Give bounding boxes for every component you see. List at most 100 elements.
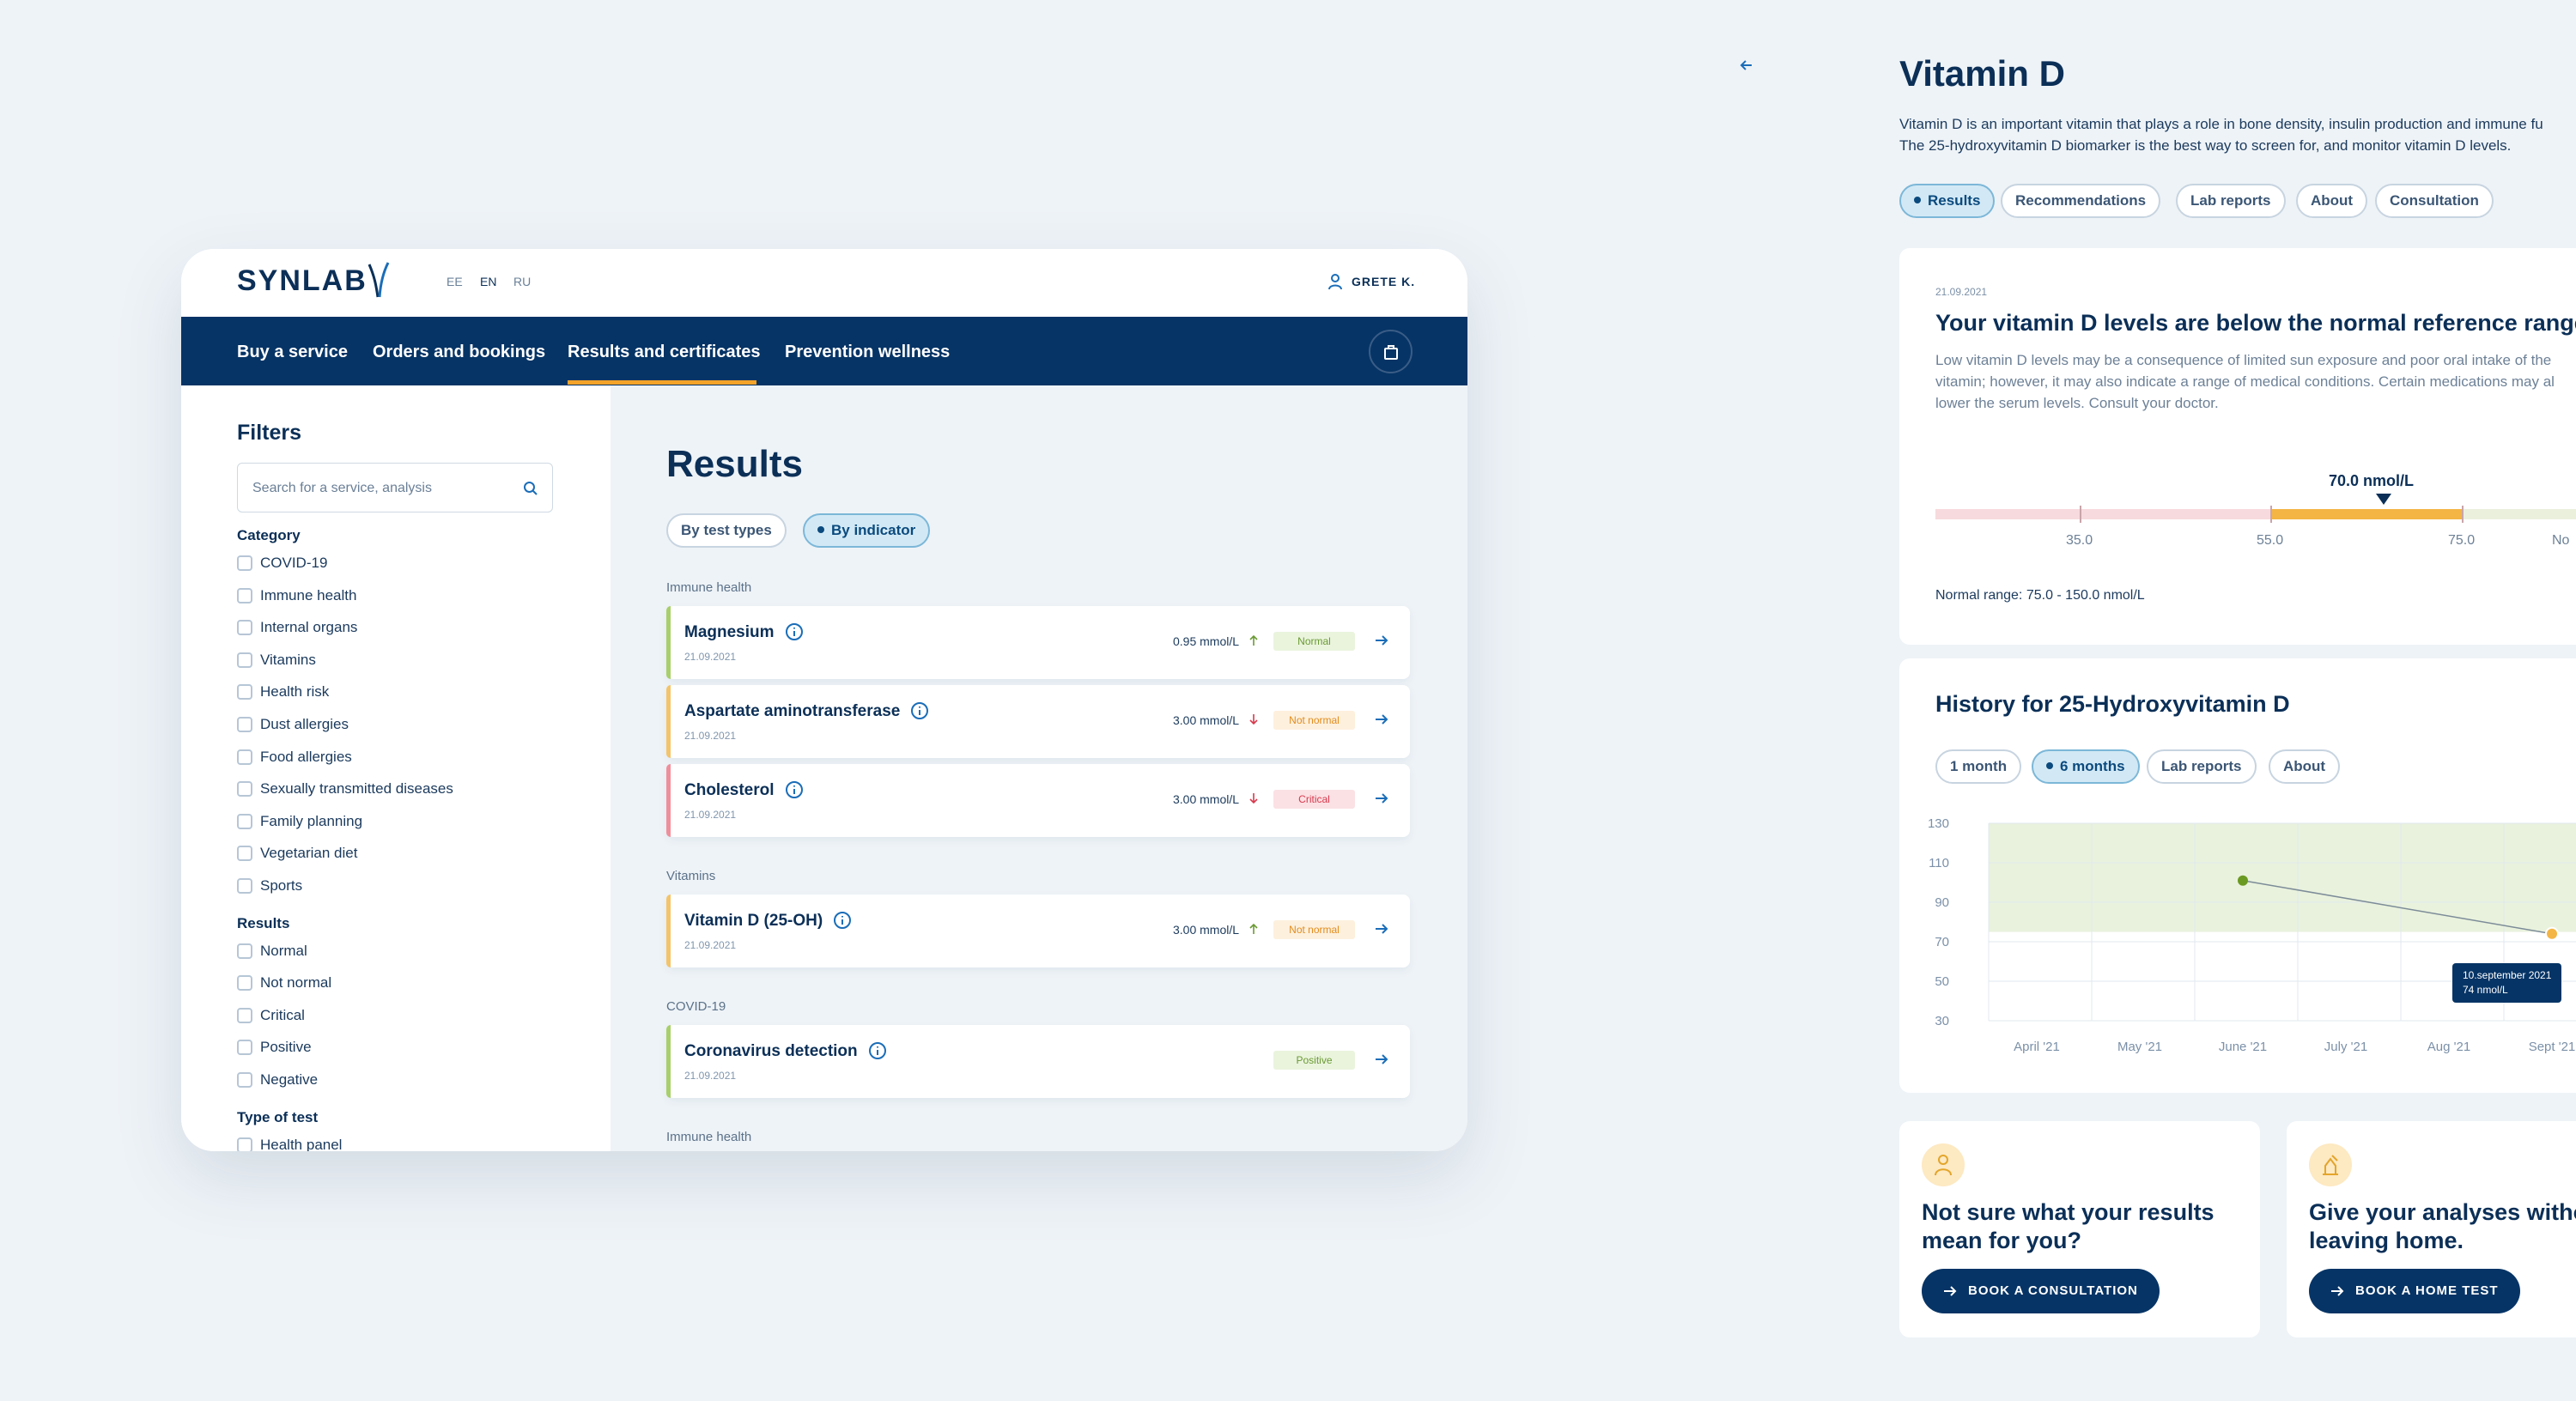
filter-checkbox[interactable] xyxy=(237,781,252,798)
filter-label[interactable]: Food allergies xyxy=(260,748,352,765)
filter-checkbox[interactable] xyxy=(237,846,252,862)
result-card[interactable]: Magnesium 21.09.2021 0.95 mmol/L Normal xyxy=(666,606,1410,679)
detail-description-line: Vitamin D is an important vitamin that p… xyxy=(1899,116,2543,132)
detail-tab[interactable]: Results xyxy=(1899,184,1996,218)
user-icon[interactable] xyxy=(1327,273,1343,290)
back-arrow-icon[interactable] xyxy=(1738,57,1755,74)
history-tab[interactable]: 6 months xyxy=(2032,749,2140,784)
filter-checkbox[interactable] xyxy=(237,555,252,571)
detail-tab[interactable]: Lab reports xyxy=(2176,184,2286,218)
detail-description: Vitamin D is an important vitamin that p… xyxy=(1899,113,2543,156)
detail-tab[interactable]: About xyxy=(2296,184,2368,218)
cta-icon-wrap xyxy=(2309,1143,2352,1186)
lang-ru[interactable]: RU xyxy=(513,275,532,288)
info-icon[interactable] xyxy=(910,701,929,720)
filter-checkbox[interactable] xyxy=(237,813,252,829)
result-name: Vitamin D (25-OH) xyxy=(684,912,823,930)
nav-results[interactable]: Results and certificates xyxy=(568,343,761,361)
filter-checkbox[interactable] xyxy=(237,749,252,765)
nav-orders[interactable]: Orders and bookings xyxy=(373,343,546,361)
filter-label[interactable]: Immune health xyxy=(260,586,357,603)
filter-label[interactable]: Family planning xyxy=(260,812,363,829)
result-name: Aspartate aminotransferase xyxy=(684,702,901,720)
trend-up-icon xyxy=(1249,923,1258,934)
nav-buy-service[interactable]: Buy a service xyxy=(237,343,348,361)
filter-checkbox[interactable] xyxy=(237,975,252,992)
info-icon-circle xyxy=(786,623,803,640)
chart-tooltip: 10.september 2021 74 nmol/L xyxy=(2452,963,2562,1003)
filter-label[interactable]: Positive xyxy=(260,1039,312,1056)
synlab-logo[interactable]: SYNLAB xyxy=(237,264,368,297)
series-line xyxy=(2242,879,2553,935)
history-tab[interactable]: About xyxy=(2269,749,2341,784)
tab-by-indicator[interactable]: By indicator xyxy=(803,513,931,548)
lang-ee[interactable]: EE xyxy=(447,275,463,288)
filter-checkbox[interactable] xyxy=(237,943,252,959)
filter-checkbox[interactable] xyxy=(237,620,252,636)
arrow-right-icon[interactable] xyxy=(1373,790,1390,807)
filter-checkbox[interactable] xyxy=(237,878,252,894)
filter-label[interactable]: COVID-19 xyxy=(260,555,328,571)
search-input[interactable]: Search for a service, analysis xyxy=(237,463,553,512)
filter-checkbox[interactable] xyxy=(237,1007,252,1023)
search-icon[interactable] xyxy=(523,481,538,496)
result-card[interactable]: Cholesterol 21.09.2021 3.00 mmol/L Critical xyxy=(666,764,1410,837)
result-card[interactable]: Coronavirus detection 21.09.2021 Positive xyxy=(666,1025,1410,1098)
result-card[interactable]: Aspartate aminotransferase 21.09.2021 3.00… xyxy=(666,685,1410,758)
cta-heading: Not sure what your results mean for you? xyxy=(1922,1198,2215,1255)
range-tick: No xyxy=(2552,533,2570,548)
nav-prevention[interactable]: Prevention wellness xyxy=(785,343,951,361)
arrow-right-icon[interactable] xyxy=(1373,711,1390,728)
info-icon[interactable] xyxy=(785,780,804,799)
book-home-test-button[interactable]: BOOK A HOME TEST xyxy=(2309,1269,2520,1313)
result-status-bar xyxy=(666,895,671,967)
filter-label[interactable]: Dust allergies xyxy=(260,716,349,732)
filter-checkbox[interactable] xyxy=(237,1040,252,1056)
filter-label[interactable]: Health panel xyxy=(260,1136,343,1151)
info-icon[interactable] xyxy=(868,1041,887,1060)
nav-active-underline xyxy=(568,380,756,385)
filter-checkbox[interactable] xyxy=(237,587,252,603)
result-card[interactable]: Vitamin D (25-OH) 21.09.2021 3.00 mmol/L No… xyxy=(666,895,1410,967)
arrow-right-icon[interactable] xyxy=(1373,1051,1390,1068)
doctor-icon xyxy=(1935,1155,1952,1176)
arrow-right-icon[interactable] xyxy=(1373,632,1390,649)
range-divider xyxy=(2462,506,2464,523)
cta-heading-line: leaving home. xyxy=(2309,1228,2464,1253)
filter-label[interactable]: Health risk xyxy=(260,683,330,700)
x-tick-label: July '21 xyxy=(2324,1040,2367,1054)
marker-label: 70.0 nmol/L xyxy=(2329,472,2415,489)
detail-tab[interactable]: Recommendations xyxy=(2001,184,2161,218)
cta-heading-line: Not sure what your results xyxy=(1922,1199,2215,1225)
tab-by-test-types[interactable]: By test types xyxy=(666,513,787,548)
result-heading: Your vitamin D levels are below the norm… xyxy=(1935,310,2576,336)
filter-checkbox[interactable] xyxy=(237,717,252,732)
arrow-path xyxy=(1376,924,1388,934)
filter-checkbox[interactable] xyxy=(237,1072,252,1088)
user-name[interactable]: GRETE K. xyxy=(1352,275,1416,288)
filter-checkbox[interactable] xyxy=(237,652,252,668)
filter-label[interactable]: Negative xyxy=(260,1071,319,1088)
lang-en[interactable]: EN xyxy=(480,275,497,288)
filter-label[interactable]: Vitamins xyxy=(260,651,316,668)
filter-checkbox[interactable] xyxy=(237,1137,252,1151)
status-badge: Critical xyxy=(1273,790,1355,809)
info-icon[interactable] xyxy=(833,911,852,930)
history-tab[interactable]: Lab reports xyxy=(2147,749,2257,784)
filter-label[interactable]: Internal organs xyxy=(260,619,358,636)
filter-label[interactable]: Vegetarian diet xyxy=(260,845,358,862)
filter-label[interactable]: Sexually transmitted diseases xyxy=(260,780,453,798)
filter-label[interactable]: Not normal xyxy=(260,974,332,992)
filter-label[interactable]: Normal xyxy=(260,942,307,959)
info-icon-circle xyxy=(786,781,803,798)
arrow-right-icon xyxy=(2331,1286,2344,1296)
info-icon[interactable] xyxy=(785,622,804,641)
arrow-right-icon[interactable] xyxy=(1373,920,1390,937)
detail-tab[interactable]: Consultation xyxy=(2375,184,2494,218)
book-consultation-button[interactable]: BOOK A CONSULTATION xyxy=(1922,1269,2160,1313)
history-tab[interactable]: 1 month xyxy=(1935,749,2022,784)
cart-button[interactable] xyxy=(1369,330,1413,373)
filter-label[interactable]: Sports xyxy=(260,877,303,894)
filter-checkbox[interactable] xyxy=(237,684,252,700)
filter-label[interactable]: Critical xyxy=(260,1006,305,1023)
